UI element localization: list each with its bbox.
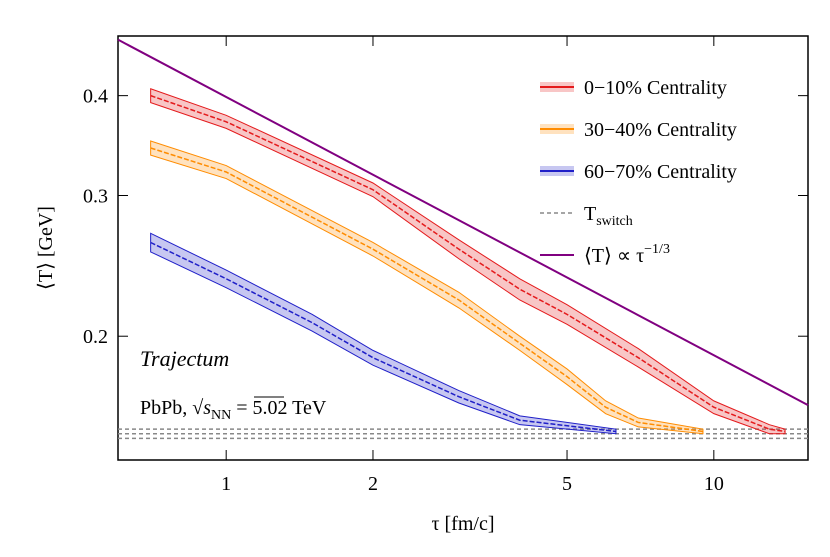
x-tick-label: 1 [221, 473, 231, 495]
legend-label: Tswitch [584, 203, 633, 229]
x-tick-label: 5 [562, 473, 572, 495]
y-axis-label: ⟨T⟩ [GeV] [35, 206, 57, 290]
legend-label: 60−70% Centrality [584, 161, 737, 183]
legend-label: 30−40% Centrality [584, 119, 737, 141]
legend-label-sup: −1/3 [644, 242, 670, 257]
system-suffix: = 5.02 TeV [231, 397, 327, 419]
plot-frame [117, 35, 809, 461]
system-label: PbPb, √sNN = 5.02 TeV [140, 397, 327, 423]
x-tick-label: 2 [368, 473, 378, 495]
y-tick-label: 0.4 [83, 86, 108, 108]
y-tick-label: 0.2 [83, 326, 108, 348]
uncertainty-band [150, 88, 786, 435]
series-line [150, 147, 704, 433]
annotation: Trajectum [140, 346, 229, 371]
legend-label: ⟨T⟩ ∝ τ−1/3 [584, 242, 670, 267]
uncertainty-band [150, 232, 617, 435]
system-s: s [203, 397, 211, 419]
legend-label: 0−10% Centrality [584, 77, 727, 99]
legend-label-base: ⟨T⟩ ∝ τ [584, 245, 644, 267]
x-axis-label: τ [fm/c] [431, 513, 494, 535]
series-line [150, 94, 786, 433]
series-line [150, 241, 617, 433]
system-sub: NN [211, 408, 231, 423]
legend-label-base: T [584, 203, 596, 225]
y-tick-label: 0.3 [83, 185, 108, 207]
system-prefix: PbPb, √ [140, 397, 203, 419]
power-law-line [117, 38, 809, 406]
x-tick-label: 10 [704, 473, 724, 495]
uncertainty-band [150, 140, 704, 435]
legend-label-sub: switch [596, 214, 633, 229]
